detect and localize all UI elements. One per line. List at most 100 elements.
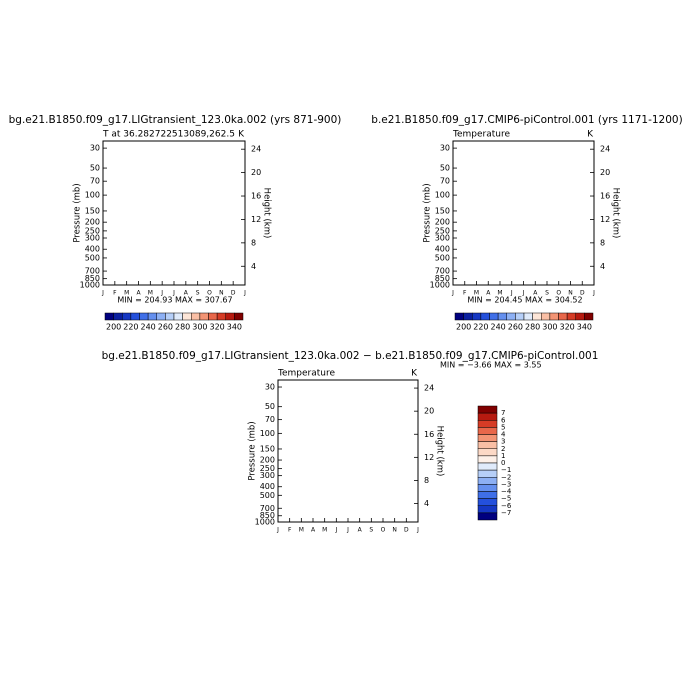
y-axis-label: Pressure (mb) [248,421,258,480]
colorbar-label: 3 [501,438,505,446]
colorbar-box [454,312,464,321]
y-tick-label: 30 [90,144,100,153]
colorbar-label: 300 [542,323,557,332]
x-tick-label: J [416,527,419,534]
x-tick-label: M [322,527,327,534]
x-tick-label: J [334,527,337,534]
x-tick-label: D [231,290,236,297]
colorbar-box [477,412,498,421]
chart-title: b.e21.B1850.f09_g17.CMIP6-piControl.001 … [371,114,682,126]
x-tick-label: D [580,290,585,297]
y-tick-label: 700 [85,267,100,276]
colorbar-box [541,312,551,321]
chart-panel: b.e21.B1850.f09_g17.CMIP6-piControl.001 … [371,114,682,332]
colorbar-label: 7 [501,409,505,417]
colorbar-label: 0 [501,459,505,467]
colorbar-box [477,420,498,428]
colorbar-box [191,312,201,321]
colorbar-box [216,312,226,321]
contour-fill [397,477,418,522]
colorbar-label: −2 [501,473,511,481]
y-tick-label: 200 [435,218,450,227]
colorbar-box [477,434,498,442]
colorbar-label: 240 [140,323,155,332]
colorbar-box [477,455,498,464]
colorbar-label: 2 [501,445,505,453]
y2-axis-label: Height (km) [435,426,445,477]
contour-fill [103,243,245,252]
contour-fill [453,227,594,236]
colorbar-label: 200 [106,323,121,332]
y2-tick-label: 12 [424,453,434,462]
colorbar-box [515,312,525,321]
contour-fill [153,141,217,152]
colorbar-box [156,312,166,321]
y2-tick-label: 24 [600,145,610,154]
contour-fill [103,236,245,243]
colorbar-box [234,312,244,321]
y-tick-label: 100 [435,191,450,200]
contour-fill [103,227,245,236]
y-tick-label: 850 [435,274,450,283]
contour-fill [278,380,348,522]
colorbar-box [558,312,568,321]
y-tick-label: 250 [260,464,275,473]
contour-fill [285,383,320,458]
y-tick-label: 70 [90,177,100,186]
chart-subtitle: Temperature [277,369,335,379]
y2-tick-label: 4 [600,262,605,271]
contour-fill [355,380,394,440]
contour-fill [278,472,287,522]
y-tick-label: 500 [435,253,450,262]
x-tick-label: M [299,527,304,534]
y-tick-label: 250 [435,226,450,235]
x-tick-label: M [474,290,479,297]
contour-fills [103,141,245,285]
y-tick-label: 850 [85,274,100,283]
x-tick-label: F [463,290,467,297]
x-tick-label: J [510,290,513,297]
x-tick-label: N [568,290,573,297]
colorbar-box [549,312,559,321]
colorbar-box [477,469,498,478]
chart-title: bg.e21.B1850.f09_g17.LIGtransient_123.0k… [102,350,599,362]
colorbar-box [477,405,498,414]
colorbar-box [497,312,507,321]
y-tick-label: 1000 [80,281,100,290]
colorbar-label: −3 [501,480,511,488]
x-tick-label: S [545,290,549,297]
colorbar-box [147,312,157,321]
colorbar-label: 320 [559,323,574,332]
y-tick-label: 400 [85,245,100,254]
y-tick-label: 300 [85,234,100,243]
y2-tick-label: 8 [600,238,605,247]
y2-tick-label: 16 [424,430,434,439]
y-tick-label: 30 [440,144,450,153]
contour-fills [278,380,418,522]
colorbar-box [104,312,114,321]
colorbar-box [208,312,218,321]
colorbar-box [182,312,192,321]
colorbar-label: 280 [525,323,540,332]
x-tick-label: J [451,290,454,297]
chart-panel: bg.e21.B1850.f09_g17.LIGtransient_123.0k… [102,350,599,534]
contour-fill [502,141,565,152]
colorbar-label: 220 [123,323,138,332]
x-tick-label: J [172,290,175,297]
y-tick-label: 700 [435,267,450,276]
chart-title: bg.e21.B1850.f09_g17.LIGtransient_123.0k… [9,114,342,126]
contour-fill [453,243,594,252]
colorbar-label: 300 [192,323,207,332]
x-tick-label: A [533,290,538,297]
x-tick-label: S [196,290,200,297]
x-tick-label: J [160,290,163,297]
contour-fills [453,141,594,285]
y-tick-label: 30 [265,383,275,392]
y-tick-label: 100 [260,429,275,438]
y2-tick-label: 4 [424,499,429,508]
y-tick-label: 250 [85,226,100,235]
plot-frame [277,379,419,523]
y-tick-label: 50 [440,164,450,173]
contour-fill [348,380,404,522]
x-tick-label: D [404,527,409,534]
